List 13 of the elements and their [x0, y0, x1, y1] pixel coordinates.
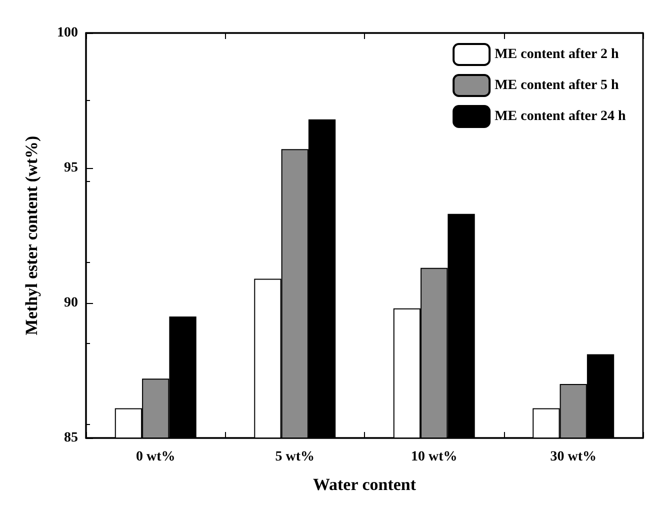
x-tick-label: 30 wt% — [550, 450, 597, 464]
y-tick-label: 85 — [64, 430, 78, 446]
y-tick-label: 100 — [57, 26, 78, 40]
legend-label: ME content after 24 h — [494, 109, 626, 124]
x-tick-label: 0 wt% — [136, 450, 176, 464]
y-tick-label: 95 — [64, 160, 78, 176]
x-tick-label: 10 wt% — [410, 450, 458, 464]
y-tick-label: 90 — [64, 296, 78, 310]
x-axis-title: Water content — [312, 475, 416, 494]
y-axis-title: Methyl ester content (wt%) — [22, 136, 41, 336]
legend-label: ME content after 5 h — [494, 78, 619, 93]
x-tick-label: 5 wt% — [275, 450, 315, 464]
legend-label: ME content after 2 h — [494, 47, 619, 62]
